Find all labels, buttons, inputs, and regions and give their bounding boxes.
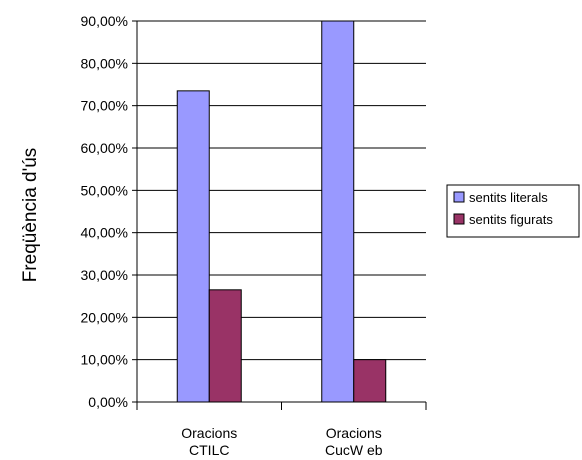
y-tick-label: 80,00% [81,55,128,71]
y-axis-title: Freqüència d'ús [20,148,41,283]
axes [132,20,427,410]
y-tick-label: 70,00% [81,98,128,114]
legend-swatch [453,213,465,225]
y-tick-label: 50,00% [81,182,128,198]
y-tick-labels: 0,00% 10,00% 20,00% 30,00% 40,00% 50,00% 60,00… [81,13,128,410]
bars [176,20,387,403]
bar-literals [321,20,355,403]
legend-label: sentits literals [469,190,548,205]
x-category-labels: Oracions CTILC Oracions CucW eb [181,425,383,458]
y-tick-label: 30,00% [81,267,128,283]
bar-literals [176,90,210,403]
y-tick-label: 20,00% [81,309,128,325]
legend-swatch [453,191,465,203]
y-tick-label: 10,00% [81,352,128,368]
y-tick-label: 40,00% [81,225,128,241]
legend-box [446,184,580,238]
bar-figurats [353,359,387,403]
legend-label: sentits figurats [469,212,553,227]
y-tick-label: 0,00% [88,394,128,410]
x-category-label: Oracions CucW eb [325,425,383,458]
y-tick-label: 60,00% [81,140,128,156]
y-tick-label: 90,00% [81,13,128,29]
x-category-label: Oracions CTILC [181,425,237,458]
bar-figurats [208,289,242,403]
legend: sentits literals sentits figurats [446,184,580,238]
